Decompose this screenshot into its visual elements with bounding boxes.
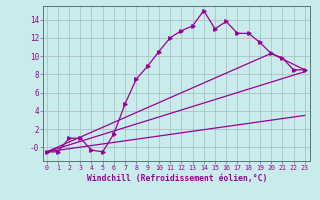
X-axis label: Windchill (Refroidissement éolien,°C): Windchill (Refroidissement éolien,°C): [87, 174, 267, 183]
